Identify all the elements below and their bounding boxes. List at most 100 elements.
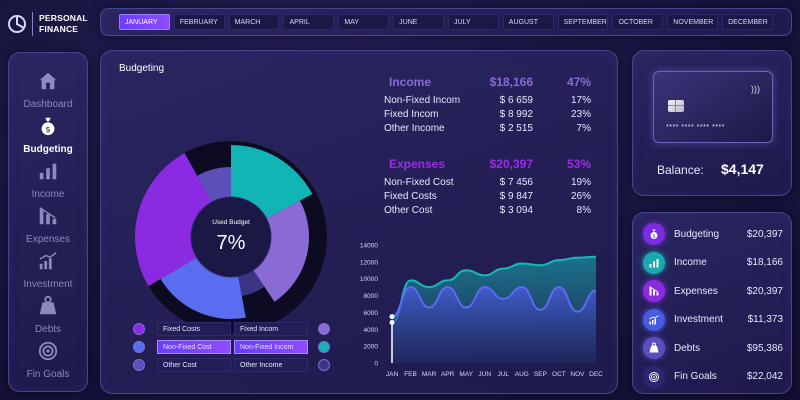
x-tick-label: DEC bbox=[589, 371, 603, 378]
budget-donut-chart: Used Budget 7% bbox=[135, 141, 327, 333]
sidebar-nav: Dashboard $ Budgeting Income Expenses Investm… bbox=[8, 52, 88, 392]
declining-chart-icon bbox=[37, 205, 59, 232]
month-tab-april[interactable]: APRIL bbox=[283, 14, 335, 30]
y-tick-label: 8000 bbox=[364, 293, 379, 300]
month-tab-august[interactable]: AUGUST bbox=[502, 14, 554, 30]
growth-chart-icon bbox=[643, 308, 665, 331]
summary-label: Debts bbox=[674, 342, 701, 354]
expenses-row-label: Other Cost bbox=[384, 205, 433, 216]
summary-item-budgeting[interactable]: $ Budgeting $20,397 bbox=[643, 223, 783, 245]
sidebar-item-investment[interactable]: Investment bbox=[9, 247, 87, 292]
legend-item[interactable]: Other Cost bbox=[157, 358, 231, 372]
expenses-total: $20,397 bbox=[489, 157, 533, 171]
summary-item-investment[interactable]: Investment $11,373 bbox=[643, 308, 783, 331]
expenses-title: Expenses bbox=[389, 157, 446, 171]
x-tick-label: JUN bbox=[478, 371, 491, 378]
legend-swatch bbox=[318, 359, 330, 371]
line-series-1 bbox=[391, 286, 597, 318]
y-tick-label: 14000 bbox=[360, 243, 378, 250]
x-tick-label: SEP bbox=[534, 371, 547, 378]
sidebar-item-label: Investment bbox=[23, 278, 73, 290]
sidebar-item-expenses[interactable]: Expenses bbox=[9, 202, 87, 247]
summary-item-debts[interactable]: Debts $95,386 bbox=[643, 337, 783, 359]
area-series-1 bbox=[392, 287, 596, 363]
sidebar-item-debts[interactable]: Debts bbox=[9, 292, 87, 337]
sidebar-item-dashboard[interactable]: Dashboard bbox=[9, 67, 87, 112]
donut-slice-non-fixed-incom bbox=[231, 145, 313, 219]
sidebar-item-fin-goals[interactable]: Fin Goals bbox=[9, 337, 87, 382]
summary-item-expenses[interactable]: Expenses $20,397 bbox=[643, 280, 783, 302]
month-tab-september[interactable]: SEPTEMBER bbox=[557, 14, 609, 30]
app-title: PERSONAL FINANCE bbox=[39, 13, 88, 35]
summary-label: Expenses bbox=[674, 285, 718, 297]
legend-swatch bbox=[133, 323, 145, 335]
legend-item[interactable]: Fixed Costs bbox=[157, 322, 231, 336]
growth-chart-icon bbox=[37, 250, 59, 277]
x-tick-label: JAN bbox=[386, 371, 399, 378]
legend-item[interactable]: Fixed Incom bbox=[234, 322, 308, 336]
selected-month-point-1 bbox=[389, 314, 395, 320]
donut-slice-fixed-costs bbox=[135, 152, 212, 287]
weight-icon bbox=[643, 337, 665, 359]
income-title: Income bbox=[389, 75, 432, 89]
pie-chart-icon bbox=[8, 15, 26, 33]
legend-swatch bbox=[133, 359, 145, 371]
legend-item[interactable]: Other Income bbox=[234, 358, 308, 372]
app-title-line2: FINANCE bbox=[39, 24, 79, 34]
income-row-label: Other Income bbox=[384, 123, 445, 134]
expenses-row-value: $ 9 847 bbox=[499, 191, 533, 202]
month-tab-october[interactable]: OCTOBER bbox=[612, 14, 664, 30]
sidebar-item-income[interactable]: Income bbox=[9, 157, 87, 202]
contactless-icon: ))) bbox=[751, 84, 760, 94]
income-row-value: $ 2 515 bbox=[499, 123, 533, 134]
month-tab-november[interactable]: NOVEMBER bbox=[667, 14, 719, 30]
category-summary: $ Budgeting $20,397 Income $18,166 Expenses $2… bbox=[632, 212, 792, 394]
target-icon bbox=[37, 340, 59, 367]
app-title-line1: PERSONAL bbox=[39, 13, 88, 23]
legend-item[interactable]: Non-Fixed Incom bbox=[234, 340, 308, 354]
summary-item-income[interactable]: Income $18,166 bbox=[643, 251, 783, 274]
declining-chart-icon bbox=[643, 280, 665, 302]
selected-month-point-0 bbox=[389, 320, 395, 326]
income-row-pct: 7% bbox=[576, 123, 591, 134]
money-bag-icon: $ bbox=[37, 115, 59, 142]
donut-center bbox=[190, 196, 272, 278]
income-total: $18,166 bbox=[489, 75, 533, 89]
y-tick-label: 6000 bbox=[364, 310, 379, 317]
income-percent: 47% bbox=[566, 75, 591, 89]
y-tick-label: 4000 bbox=[364, 327, 379, 334]
legend-item[interactable]: Non-Fixed Cost bbox=[157, 340, 231, 354]
weight-icon bbox=[37, 295, 59, 322]
month-tab-june[interactable]: JUNE bbox=[393, 14, 444, 30]
x-tick-label: MAR bbox=[422, 371, 437, 378]
summary-value: $20,397 bbox=[746, 285, 783, 297]
x-tick-label: APR bbox=[441, 371, 455, 378]
summary-value: $11,373 bbox=[747, 314, 783, 325]
expenses-row-pct: 19% bbox=[570, 177, 591, 188]
summary-value: $18,166 bbox=[746, 257, 783, 268]
donut-slice-other-income bbox=[238, 270, 265, 297]
summary-item-fin-goals[interactable]: Fin Goals $22,042 bbox=[643, 365, 783, 388]
legend-swatch bbox=[133, 341, 145, 353]
income-row-label: Non-Fixed Incom bbox=[384, 95, 461, 106]
month-tab-july[interactable]: JULY bbox=[447, 14, 499, 30]
expenses-row-value: $ 3 094 bbox=[499, 205, 533, 216]
svg-text:$: $ bbox=[45, 123, 50, 133]
expenses-percent: 53% bbox=[566, 157, 591, 171]
expenses-row-pct: 8% bbox=[576, 205, 591, 216]
x-tick-label: MAY bbox=[459, 371, 473, 378]
panel-title: Budgeting bbox=[119, 63, 165, 74]
month-tab-february[interactable]: FEBRUARY bbox=[173, 14, 225, 30]
income-row-label: Fixed Incom bbox=[384, 109, 439, 120]
x-tick-label: JUL bbox=[497, 371, 509, 378]
month-tab-january[interactable]: JANUARY bbox=[119, 14, 170, 30]
x-tick-label: AUG bbox=[515, 371, 529, 378]
month-tab-march[interactable]: MARCH bbox=[228, 14, 280, 30]
sidebar-item-budgeting[interactable]: $ Budgeting bbox=[9, 112, 87, 157]
card-number: **** **** **** **** bbox=[666, 124, 725, 131]
donut-slice-non-fixed-cost bbox=[160, 257, 246, 319]
month-tab-december[interactable]: DECEMBER bbox=[722, 14, 773, 30]
month-tab-may[interactable]: MAY bbox=[338, 14, 390, 30]
expenses-row-label: Fixed Costs bbox=[384, 191, 437, 202]
income-row-value: $ 8 992 bbox=[499, 109, 533, 120]
